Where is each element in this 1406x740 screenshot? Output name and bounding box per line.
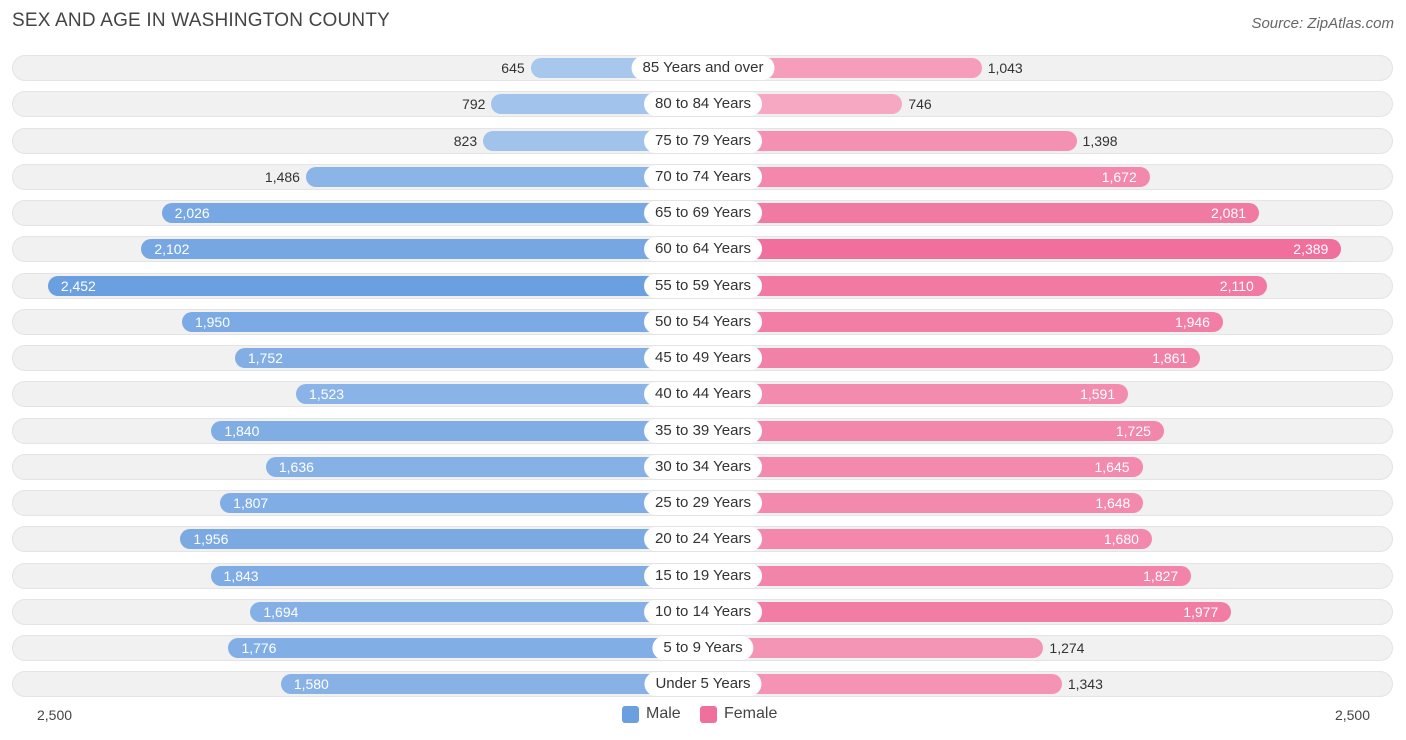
female-value-label: 1,680 [1103, 531, 1139, 548]
female-bar[interactable] [703, 565, 1192, 586]
female-bar[interactable] [703, 456, 1143, 477]
female-bar[interactable] [703, 529, 1152, 550]
female-value-label: 1,645 [1094, 458, 1130, 475]
female-value-label: 1,725 [1115, 422, 1151, 439]
male-bar[interactable] [234, 348, 703, 368]
category-label: Under 5 Years [644, 672, 762, 697]
female-bar[interactable] [703, 275, 1267, 296]
male-bar[interactable] [141, 239, 703, 260]
male-bar[interactable] [280, 674, 703, 695]
male-bar[interactable] [180, 529, 703, 550]
male-value-label: 792 [462, 96, 486, 113]
female-value-label: 2,110 [1219, 277, 1254, 294]
category-label: 5 to 9 Years [652, 636, 754, 660]
category-label: 75 to 79 Years [644, 128, 762, 153]
female-bar[interactable] [703, 130, 1077, 151]
female-value-label: 2,081 [1211, 205, 1247, 221]
male-value-label: 2,026 [174, 205, 210, 221]
female-value-label: 1,043 [987, 60, 1023, 76]
axis-max-label: 2,500 [1334, 707, 1370, 723]
female-bar[interactable] [703, 493, 1144, 513]
male-value-label: 2,452 [60, 277, 96, 294]
legend-label-female: Female [724, 705, 778, 722]
category-label: 45 to 49 Years [644, 346, 762, 370]
male-value-label: 1,956 [193, 531, 229, 548]
female-value-label: 1,591 [1080, 386, 1116, 403]
axis-min-label: 2,500 [37, 707, 73, 723]
male-value-label: 1,950 [194, 313, 230, 330]
male-bar[interactable] [181, 311, 703, 332]
category-label: 85 Years and over [631, 56, 775, 80]
female-value-label: 1,398 [1082, 132, 1118, 149]
male-bar[interactable] [161, 203, 703, 223]
female-bar[interactable] [703, 311, 1223, 332]
male-value-label: 645 [501, 60, 525, 76]
male-bar[interactable] [211, 420, 703, 441]
category-label: 40 to 44 Years [644, 382, 762, 407]
male-value-label: 823 [453, 132, 478, 149]
female-value-label: 1,827 [1143, 567, 1179, 584]
male-value-label: 1,694 [263, 603, 299, 620]
category-label: 35 to 39 Years [644, 418, 762, 443]
category-label: 20 to 24 Years [644, 527, 762, 552]
female-value-label: 1,343 [1067, 676, 1103, 693]
male-bar[interactable] [305, 166, 703, 187]
female-bar[interactable] [703, 203, 1260, 223]
category-label: 10 to 14 Years [644, 599, 762, 624]
category-label: 80 to 84 Years [644, 92, 762, 117]
category-label: 70 to 74 Years [644, 164, 762, 189]
male-bar[interactable] [296, 384, 703, 405]
legend-swatch-female [700, 705, 717, 723]
female-bar[interactable] [703, 348, 1201, 368]
category-label: 25 to 29 Years [644, 491, 762, 515]
female-value-label: 1,648 [1095, 495, 1131, 511]
category-label: 60 to 64 Years [644, 237, 762, 262]
male-bar[interactable] [210, 565, 703, 586]
female-value-label: 1,861 [1152, 350, 1188, 366]
male-bar[interactable] [265, 456, 703, 477]
female-value-label: 2,389 [1293, 241, 1329, 258]
male-value-label: 1,776 [241, 640, 277, 656]
male-bar[interactable] [228, 638, 703, 658]
male-value-label: 1,840 [224, 422, 260, 439]
male-value-label: 1,580 [293, 676, 329, 693]
source-label: Source: ZipAtlas.com [1251, 15, 1394, 32]
male-bar[interactable] [47, 275, 703, 296]
male-value-label: 1,636 [278, 458, 314, 475]
legend-item-male[interactable]: Male [622, 705, 681, 723]
category-label: 55 to 59 Years [644, 273, 762, 298]
female-bar[interactable] [703, 239, 1342, 260]
legend-label-male: Male [646, 705, 681, 722]
female-bar[interactable] [703, 638, 1044, 658]
legend: Male Female [0, 705, 1406, 725]
female-bar[interactable] [703, 384, 1129, 405]
male-value-label: 1,843 [223, 567, 259, 584]
female-value-label: 1,977 [1183, 603, 1219, 620]
female-bar[interactable] [703, 601, 1232, 622]
male-value-label: 1,486 [264, 168, 300, 185]
female-value-label: 1,946 [1174, 313, 1210, 330]
female-value-label: 1,672 [1101, 168, 1137, 185]
legend-item-female[interactable]: Female [700, 705, 777, 723]
male-value-label: 1,807 [233, 495, 269, 511]
male-value-label: 1,752 [247, 350, 283, 366]
female-value-label: 1,274 [1049, 640, 1085, 656]
male-bar[interactable] [250, 601, 703, 622]
male-value-label: 1,523 [309, 386, 345, 403]
category-label: 65 to 69 Years [644, 201, 762, 225]
category-label: 15 to 19 Years [644, 563, 762, 588]
male-bar[interactable] [220, 493, 703, 513]
female-bar[interactable] [703, 420, 1164, 441]
category-label: 30 to 34 Years [644, 454, 762, 479]
legend-swatch-male [622, 705, 639, 723]
chart-title: SEX AND AGE IN WASHINGTON COUNTY [12, 10, 391, 31]
female-value-label: 746 [908, 96, 932, 113]
category-label: 50 to 54 Years [644, 309, 762, 334]
male-value-label: 2,102 [154, 241, 190, 258]
female-bar[interactable] [703, 674, 1062, 695]
female-bar[interactable] [703, 166, 1150, 187]
